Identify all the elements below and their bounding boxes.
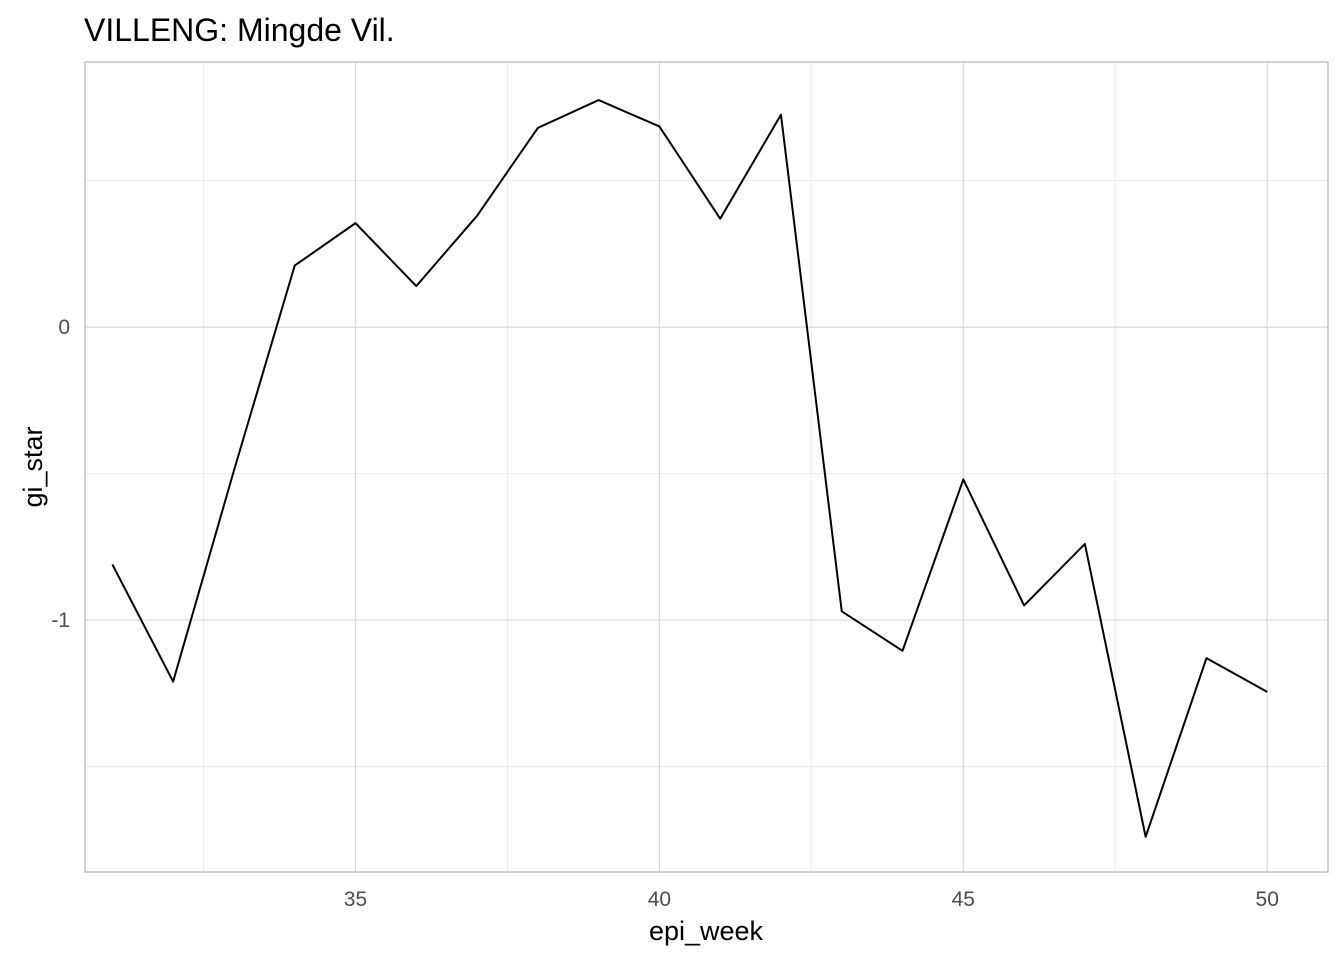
chart-title: VILLENG: Mingde Vil.: [84, 12, 395, 48]
series-layer: [111, 99, 1268, 838]
x-tick-label: 45: [952, 888, 975, 911]
y-axis-ticks: -1 0: [51, 316, 70, 632]
x-axis-title: epi_week: [649, 916, 764, 946]
grid-major: [85, 62, 1328, 872]
x-axis-ticks: 35 40 45 50: [344, 888, 1279, 911]
grid-minor: [85, 62, 1328, 872]
x-tick-label: 50: [1256, 888, 1279, 911]
panel-border: [84, 61, 1329, 873]
y-tick-label: -1: [51, 609, 70, 632]
x-tick-label: 35: [344, 888, 367, 911]
y-tick-label: 0: [58, 316, 70, 339]
y-axis-title: gi_star: [18, 426, 48, 507]
x-tick-label: 40: [648, 888, 671, 911]
series-line: [111, 99, 1268, 838]
